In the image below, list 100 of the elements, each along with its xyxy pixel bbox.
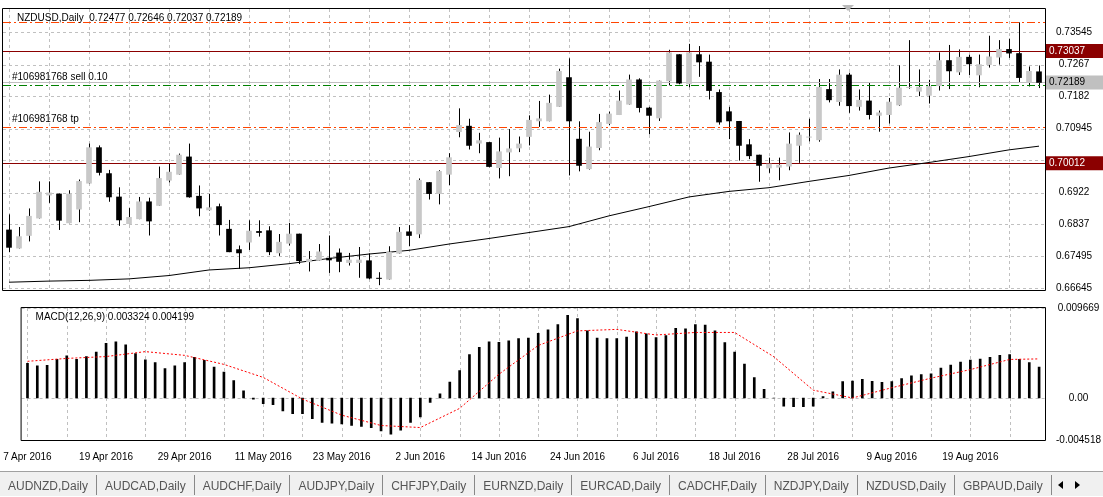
bar <box>644 333 648 399</box>
bar <box>910 375 913 399</box>
bar <box>301 397 304 415</box>
bar <box>625 336 628 399</box>
bar <box>841 381 845 399</box>
bar <box>635 331 638 399</box>
y-tick-label: 0.7182 <box>1058 89 1090 101</box>
text: AUDJPY,Daily <box>290 475 384 495</box>
bar <box>340 397 344 425</box>
bar <box>477 347 481 399</box>
candlestick <box>646 106 652 135</box>
bar <box>723 342 727 399</box>
bar <box>703 324 707 399</box>
ref-line-label: #106981768 sell 0.10 <box>12 70 109 82</box>
x-tick-label: 19 Apr 2016 <box>79 450 134 462</box>
bar <box>684 328 687 399</box>
bar <box>1018 359 1021 399</box>
bar <box>576 318 579 399</box>
bar <box>694 324 697 399</box>
x-tick-label: 19 Aug 2016 <box>942 450 999 462</box>
bar <box>399 397 403 431</box>
y-tick-label: 0.66645 <box>1056 281 1093 293</box>
y-tick-label: 0.70945 <box>1056 122 1093 134</box>
candlestick <box>826 78 832 103</box>
candlestick <box>1006 38 1012 59</box>
candlestick <box>1036 65 1042 89</box>
bar <box>242 390 245 399</box>
bar <box>566 315 569 399</box>
bar <box>193 356 196 399</box>
bar <box>419 397 422 418</box>
text: EURCAD,Daily <box>572 475 671 495</box>
x-tick-label: 18 Jul 2016 <box>708 450 761 462</box>
candlestick <box>396 226 402 255</box>
bar <box>124 344 128 399</box>
bar <box>448 381 452 399</box>
y-tick-label: 0.00 <box>1068 391 1089 403</box>
x-tick-label: 11 May 2016 <box>234 450 293 462</box>
candlestick <box>196 184 202 217</box>
bar <box>369 397 373 428</box>
ref-line-label: 0.73037 <box>1049 44 1086 56</box>
bar <box>860 379 864 399</box>
candlestick <box>116 186 122 227</box>
candlestick <box>406 224 412 247</box>
bar <box>360 397 363 427</box>
y-tick-label: 0.6922 <box>1058 186 1090 198</box>
candlestick <box>726 106 732 140</box>
y-tick-label: 0.67495 <box>1056 250 1093 262</box>
bar <box>527 337 530 399</box>
text: GBPAUD,Daily <box>954 475 1052 495</box>
text: AUDNZD,Daily <box>0 475 98 495</box>
bar <box>949 364 953 399</box>
candlestick <box>236 245 242 270</box>
text: NZDUSD,Daily <box>857 475 955 495</box>
x-tick-label: 14 Jun 2016 <box>471 450 527 462</box>
candlestick <box>536 100 542 128</box>
bar <box>310 397 314 419</box>
bar <box>782 397 786 407</box>
y-tick-label: 0.009669 <box>1057 301 1100 313</box>
bar <box>202 359 206 399</box>
bar <box>134 353 137 399</box>
bar <box>1027 362 1031 399</box>
bar <box>969 359 972 399</box>
candlestick <box>366 252 372 280</box>
bar <box>458 370 461 399</box>
bar <box>65 355 69 399</box>
text: CADCHF,Daily <box>670 475 766 495</box>
bar <box>507 340 511 399</box>
y-tick-label: 0.73545 <box>1056 25 1093 37</box>
bar <box>517 338 520 399</box>
bar <box>900 378 903 399</box>
text: EURNZD,Daily <box>475 475 573 495</box>
bar <box>468 354 471 399</box>
bar <box>94 351 98 399</box>
candlestick <box>696 45 702 78</box>
bar <box>85 356 88 399</box>
candlestick <box>756 154 762 183</box>
ref-line-label: #106981768 tp <box>12 112 80 124</box>
bar <box>743 363 746 399</box>
bar <box>802 397 805 408</box>
x-tick-label: 29 Apr 2016 <box>157 450 213 462</box>
bar <box>998 355 1002 399</box>
text: CHFJPY,Daily <box>383 475 476 495</box>
bar <box>890 381 894 399</box>
candlestick <box>746 138 752 160</box>
candlestick <box>256 219 262 238</box>
bar <box>851 380 854 399</box>
y-tick-label: -0.004518 <box>1056 433 1102 445</box>
bar <box>919 374 923 399</box>
candlestick <box>946 44 952 90</box>
candlestick <box>6 213 12 253</box>
candlestick <box>266 225 272 256</box>
text: AUDCHF,Daily <box>194 475 291 495</box>
candlestick <box>476 132 482 154</box>
chart-title: MACD(12,26,9) 0.003324 0.004199 <box>35 310 195 322</box>
candlestick <box>336 247 342 273</box>
bar <box>350 397 353 426</box>
x-tick-label: 7 Apr 2016 <box>3 450 53 462</box>
chart-title: NZDUSD,Daily 0.72477 0.72646 0.72037 0.72189 <box>17 11 243 23</box>
y-tick-label: 0.6837 <box>1058 217 1090 229</box>
x-tick-label: 24 Jun 2016 <box>549 450 606 462</box>
